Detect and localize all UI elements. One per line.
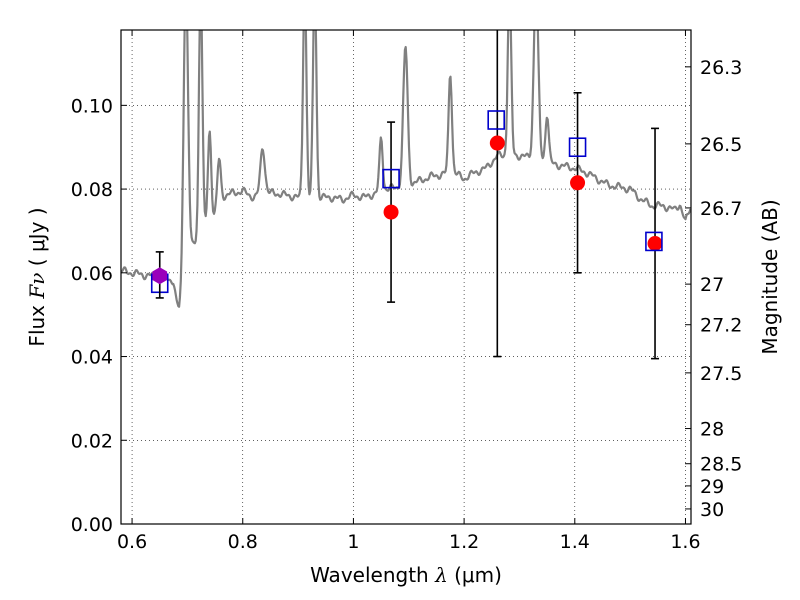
y-tick-label: 0.06 (71, 263, 113, 285)
x-axis-label-text: Wavelength (310, 563, 429, 587)
x-axis-label-unit: (μm) (454, 563, 502, 587)
y-tick-label: 0.02 (71, 430, 113, 452)
observed-point-3 (647, 236, 663, 252)
right-tick-label: 28 (700, 419, 724, 441)
x-tick-label: 0.8 (228, 531, 258, 553)
y-axis-label-text: Flux (25, 305, 49, 347)
y-axis-label: Flux Fν ( μJy ) (25, 207, 49, 346)
spectrum-line (121, 30, 691, 308)
grid (121, 30, 691, 525)
right-tick-label: 27.5 (700, 363, 742, 385)
plot-frame (120, 29, 692, 525)
y-axis-label-symbol: Fν (25, 273, 49, 300)
model-square-3 (568, 137, 587, 158)
y-tick-label: 0.08 (71, 179, 113, 201)
y-axis-label-unit: ( μJy ) (25, 207, 49, 266)
x-tick-label: 0.6 (117, 531, 147, 553)
right-tick-label: 27.2 (700, 315, 742, 337)
model-square-2 (487, 110, 506, 130)
right-tick-label: 26.5 (700, 134, 742, 156)
observed-point-0 (383, 204, 399, 220)
axis-ticks: 0.6 0.8 1 1.2 1.4 1.6 0.00 0.02 0.04 0.06 0.08 0.10… (71, 30, 742, 553)
y-tick-label: 0.04 (71, 347, 113, 369)
right-tick-label: 29 (700, 476, 724, 498)
observed-point-2 (570, 175, 586, 191)
right-tick-label: 26.3 (700, 57, 742, 79)
right-tick-label: 28.5 (700, 454, 742, 476)
x-axis-label: Wavelength λ (μm) (310, 563, 502, 587)
y-tick-label: 0.00 (71, 514, 113, 536)
x-tick-label: 1.2 (449, 531, 479, 553)
data-points-layer (150, 30, 663, 360)
combined-point-0 (152, 267, 168, 285)
right-tick-label: 27 (700, 274, 724, 296)
right-axis-label: Magnitude (AB) (758, 199, 782, 354)
observed-point-1 (489, 135, 505, 151)
model-square-1 (382, 168, 400, 189)
model-square-4 (645, 231, 663, 252)
x-axis-label-symbol: λ (434, 563, 448, 587)
spectrum-layer (121, 30, 691, 308)
y-tick-label: 0.10 (71, 95, 113, 117)
x-tick-label: 1.4 (560, 531, 590, 553)
x-tick-label: 1.6 (670, 531, 700, 553)
right-tick-label: 30 (700, 499, 724, 521)
right-tick-label: 26.7 (700, 198, 742, 220)
x-tick-label: 1 (347, 531, 359, 553)
